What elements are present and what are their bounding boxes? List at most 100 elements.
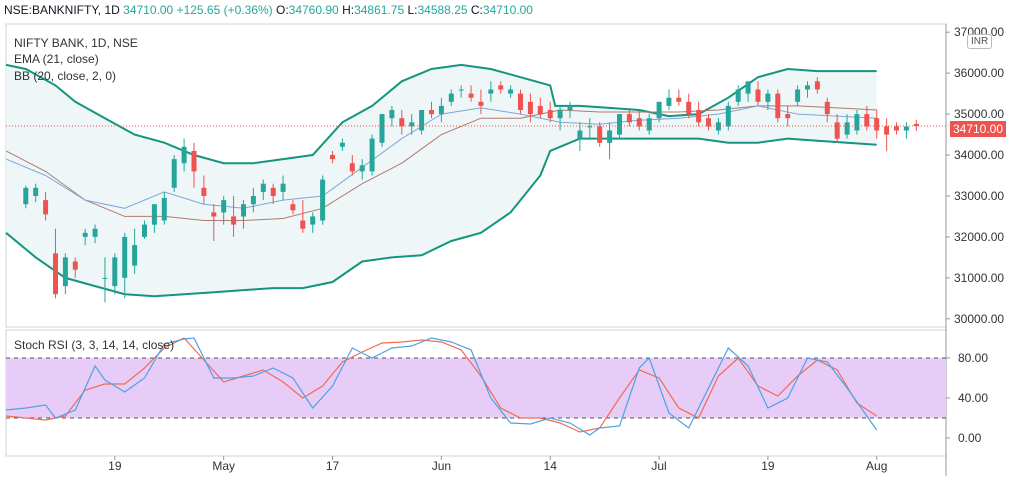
currency-label[interactable]: INR (967, 34, 993, 49)
price-tick-label: 32000.00 (954, 230, 1004, 244)
candle-body (429, 110, 434, 115)
price-tick-label: 31000.00 (954, 271, 1004, 285)
price-tick-label: 35000.00 (954, 107, 1004, 121)
close-label: C: (470, 3, 483, 17)
candle-body (72, 261, 78, 270)
candle-body (151, 204, 157, 225)
candle-body (171, 159, 177, 188)
candle-body (339, 142, 345, 147)
candle-body (211, 212, 217, 217)
stoch-legend[interactable]: Stoch RSI (3, 3, 14, 14, close) (14, 338, 175, 352)
candle-body (597, 126, 603, 143)
candle-body (874, 118, 880, 131)
candle-body (844, 122, 850, 135)
candle-body (696, 110, 702, 123)
candle-body (320, 179, 326, 221)
candle-body (419, 110, 425, 131)
candle-body (725, 105, 731, 127)
candle-body (23, 187, 29, 205)
candle-body (676, 97, 682, 102)
price-tick-label: 33000.00 (954, 189, 1004, 203)
candle-body (330, 155, 335, 160)
time-tick-label: 17 (326, 459, 340, 473)
candle-body (468, 93, 474, 98)
candle-body (349, 163, 355, 172)
open-value: 34760.90 (288, 3, 339, 17)
candle-body (231, 216, 237, 225)
candle-body (607, 130, 613, 143)
candle-body (795, 89, 801, 102)
bb-upper-line (5, 63, 877, 165)
candle-body (409, 122, 415, 127)
candle-body (864, 114, 870, 127)
candle-body (448, 93, 454, 102)
candle-body (142, 224, 147, 237)
candle-body (369, 138, 375, 172)
candle-body (102, 277, 108, 279)
time-tick-label: 19 (761, 459, 775, 473)
candle-body (478, 101, 484, 106)
candle-body (82, 232, 88, 237)
candle-body (132, 245, 138, 266)
candle-body (735, 89, 741, 102)
candle-body (745, 81, 751, 94)
price-change: +125.65 (+0.36%) (176, 3, 273, 17)
candle-body (824, 101, 830, 115)
time-tick-label: 19 (108, 459, 122, 473)
close-value: 34710.00 (482, 3, 533, 17)
candle-body (577, 130, 583, 139)
candle-body (854, 114, 860, 131)
candle-body (92, 228, 98, 237)
candle-body (122, 236, 128, 278)
candle-body (557, 110, 563, 119)
candle-body (498, 85, 504, 90)
time-tick-label: 14 (544, 459, 558, 473)
candle-body (913, 123, 919, 126)
candle-body (626, 114, 632, 123)
chart-title: NIFTY BANK, 1D, NSE (14, 36, 138, 50)
stoch-tick-label: 0.00 (958, 431, 982, 445)
time-tick-label: Jul (651, 459, 666, 473)
candle-body (666, 97, 672, 106)
candle-body (587, 126, 593, 128)
stoch-d-line (5, 337, 878, 433)
candle-body (438, 105, 444, 115)
last-price-label: 34710.00 (950, 121, 1006, 137)
time-tick-label: May (212, 459, 235, 473)
candle-body (814, 81, 820, 90)
candle-body (884, 126, 890, 135)
candle-body (359, 165, 365, 172)
candle-body (191, 150, 197, 172)
candle-body (636, 118, 642, 127)
bb-legend[interactable]: BB (20, close, 2, 0) (14, 69, 117, 83)
candle-body (547, 110, 553, 119)
candle-body (379, 114, 385, 143)
open-label: O: (275, 3, 289, 17)
candle-body (280, 183, 286, 192)
stoch-tick-label: 80.00 (958, 351, 988, 365)
low-label: L: (407, 3, 418, 17)
candle-body (765, 93, 771, 102)
stoch-k-line (5, 337, 878, 436)
candle-body (161, 198, 167, 221)
ema-legend[interactable]: EMA (21, close) (14, 52, 99, 66)
candle-body (518, 93, 523, 110)
candle-body (62, 257, 68, 287)
last-price: 34710.00 (123, 3, 174, 17)
symbol-header: NSE:BANKNIFTY, 1D 34710.00 +125.65 (+0.3… (4, 3, 533, 17)
low-value: 34588.25 (417, 3, 468, 17)
candle-body (785, 114, 791, 119)
bb-fill (6, 64, 877, 297)
candle-body (834, 122, 840, 139)
candle-body (567, 105, 573, 110)
bb-basis-line (5, 105, 877, 221)
candle-body (241, 204, 246, 217)
candle-body (617, 114, 622, 135)
price-tick-label: 36000.00 (954, 66, 1004, 80)
price-tick-label: 30000.00 (954, 312, 1004, 326)
candle-body (221, 200, 227, 213)
bb-lower-line (5, 137, 877, 298)
price-tick-label: 34000.00 (954, 148, 1004, 162)
stoch-band (6, 358, 946, 418)
